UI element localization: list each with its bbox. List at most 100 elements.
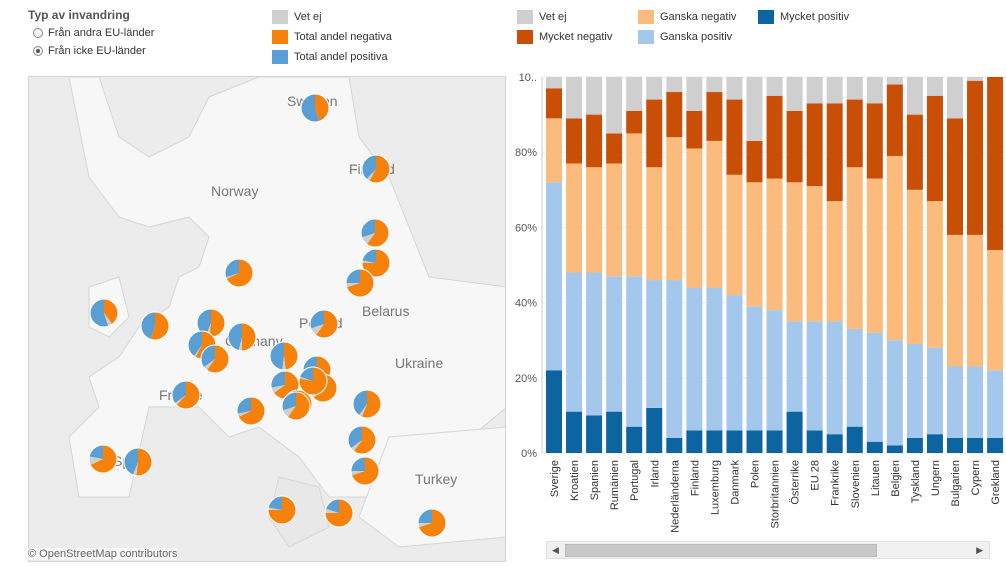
bar-segment-mycket-negativ[interactable] (746, 140, 763, 183)
bar-segment-mycket-positiv[interactable] (646, 407, 663, 453)
bar-segment-mycket-positiv[interactable] (746, 430, 763, 453)
map-pie[interactable] (171, 380, 201, 410)
bar-segment-ganska-positiv[interactable] (987, 370, 1004, 438)
scroll-left-icon[interactable]: ◀ (552, 545, 559, 555)
bar-segment-ganska-positiv[interactable] (967, 366, 984, 438)
map-pie[interactable] (298, 366, 328, 396)
bar-segment-ganska-positiv[interactable] (806, 321, 823, 431)
radio-option-non-eu[interactable]: Från icke EU-länder (33, 45, 146, 57)
bar-segment-vet-ej[interactable] (546, 77, 562, 89)
map-pie[interactable] (361, 248, 391, 278)
bar-segment-vet-ej[interactable] (866, 77, 883, 104)
map-pie[interactable] (350, 456, 380, 486)
bar-segment-ganska-negativ[interactable] (726, 174, 743, 296)
bar-segment-vet-ej[interactable] (686, 77, 703, 111)
map-pie[interactable] (123, 447, 153, 477)
bar-segment-mycket-positiv[interactable] (947, 437, 963, 453)
bar-segment-mycket-positiv[interactable] (906, 437, 923, 453)
bar-segment-vet-ej[interactable] (786, 77, 803, 111)
bar-segment-vet-ej[interactable] (706, 77, 723, 93)
bar-segment-mycket-positiv[interactable] (826, 434, 843, 453)
bar-segment-vet-ej[interactable] (846, 77, 863, 100)
bar-segment-ganska-positiv[interactable] (826, 321, 843, 435)
bar-segment-ganska-negativ[interactable] (586, 167, 603, 273)
bar-segment-vet-ej[interactable] (826, 77, 843, 104)
bar-segment-ganska-negativ[interactable] (566, 163, 583, 273)
bar-segment-ganska-negativ[interactable] (706, 140, 723, 288)
bar-segment-ganska-negativ[interactable] (766, 178, 783, 311)
bar-segment-vet-ej[interactable] (726, 77, 743, 100)
map-pie[interactable] (89, 298, 119, 328)
bar-segment-ganska-positiv[interactable] (666, 280, 683, 438)
bar-segment-vet-ej[interactable] (806, 77, 823, 104)
bar-segment-ganska-negativ[interactable] (866, 178, 883, 333)
map-pie[interactable] (324, 498, 354, 528)
bar-legend-fairly-negative[interactable]: Ganska negativ (638, 10, 736, 24)
bar-segment-mycket-positiv[interactable] (666, 437, 683, 453)
bar-segment-ganska-positiv[interactable] (706, 287, 723, 431)
radio-option-other-eu[interactable]: Från andra EU-länder (33, 27, 154, 39)
bar-legend-very-positive[interactable]: Mycket positiv (758, 10, 849, 24)
bar-segment-ganska-negativ[interactable] (987, 249, 1004, 371)
map-pie[interactable] (361, 154, 391, 184)
map-legend-negative[interactable]: Total andel negativa (272, 30, 392, 44)
bar-segment-vet-ej[interactable] (606, 77, 623, 134)
bar-segment-ganska-negativ[interactable] (666, 137, 683, 281)
bar-segment-ganska-positiv[interactable] (626, 276, 643, 427)
bar-segment-ganska-positiv[interactable] (866, 332, 883, 442)
bar-segment-ganska-positiv[interactable] (686, 287, 703, 431)
bar-segment-ganska-negativ[interactable] (646, 167, 663, 281)
bar-segment-ganska-negativ[interactable] (926, 201, 943, 348)
bar-segment-vet-ej[interactable] (967, 77, 984, 81)
map-pie[interactable] (269, 341, 299, 371)
map-pie[interactable] (417, 508, 447, 538)
bar-segment-mycket-negativ[interactable] (967, 80, 984, 235)
bar-segment-ganska-positiv[interactable] (926, 347, 943, 435)
map-attribution[interactable]: © OpenStreetMap contributors (28, 548, 178, 560)
bar-segment-mycket-positiv[interactable] (706, 430, 723, 453)
bar-segment-ganska-positiv[interactable] (606, 276, 623, 412)
bar-segment-mycket-positiv[interactable] (686, 430, 703, 453)
bar-segment-mycket-negativ[interactable] (686, 110, 703, 149)
bar-segment-vet-ej[interactable] (646, 77, 663, 100)
bar-segment-mycket-positiv[interactable] (566, 411, 583, 453)
europe-map[interactable]: Sweden Finland Norway Poland Belarus Ukr… (28, 76, 506, 562)
bar-segment-mycket-negativ[interactable] (826, 103, 843, 202)
bar-segment-vet-ej[interactable] (766, 77, 783, 96)
map-pie[interactable] (236, 396, 266, 426)
bar-segment-mycket-negativ[interactable] (947, 118, 963, 235)
map-pie[interactable] (281, 391, 311, 421)
map-pie[interactable] (88, 444, 118, 474)
bar-segment-mycket-negativ[interactable] (766, 95, 783, 179)
bar-segment-mycket-positiv[interactable] (586, 415, 603, 453)
bar-segment-mycket-negativ[interactable] (726, 99, 743, 175)
map-legend-positive[interactable]: Total andel positiva (272, 50, 388, 64)
map-pie[interactable] (224, 258, 254, 288)
bar-legend-very-negative[interactable]: Mycket negativ (517, 30, 612, 44)
bar-segment-mycket-positiv[interactable] (606, 411, 623, 453)
bar-segment-mycket-negativ[interactable] (666, 92, 683, 138)
map-pie[interactable] (352, 389, 382, 419)
bar-segment-ganska-negativ[interactable] (886, 155, 903, 341)
bar-segment-ganska-positiv[interactable] (766, 310, 783, 431)
bar-segment-ganska-positiv[interactable] (566, 272, 583, 412)
bar-segment-vet-ej[interactable] (746, 77, 763, 141)
horizontal-scrollbar[interactable]: ◀ ▶ (546, 541, 990, 559)
scroll-right-icon[interactable]: ▶ (976, 545, 983, 555)
bar-segment-mycket-positiv[interactable] (866, 441, 883, 453)
bar-segment-ganska-negativ[interactable] (786, 182, 803, 322)
bar-segment-mycket-positiv[interactable] (626, 426, 643, 453)
bar-segment-ganska-positiv[interactable] (947, 366, 963, 438)
bar-segment-ganska-positiv[interactable] (646, 280, 663, 408)
bar-segment-mycket-negativ[interactable] (987, 77, 1004, 250)
bar-segment-ganska-negativ[interactable] (626, 133, 643, 277)
radio-button-non-eu[interactable] (33, 46, 43, 56)
bar-segment-mycket-negativ[interactable] (606, 133, 623, 164)
map-pie[interactable] (300, 93, 330, 123)
bar-segment-mycket-negativ[interactable] (786, 110, 803, 183)
map-pie[interactable] (227, 322, 257, 352)
bar-segment-mycket-negativ[interactable] (886, 84, 903, 156)
bar-segment-mycket-negativ[interactable] (846, 99, 863, 168)
bar-segment-mycket-positiv[interactable] (846, 426, 863, 453)
bar-segment-ganska-positiv[interactable] (726, 295, 743, 431)
